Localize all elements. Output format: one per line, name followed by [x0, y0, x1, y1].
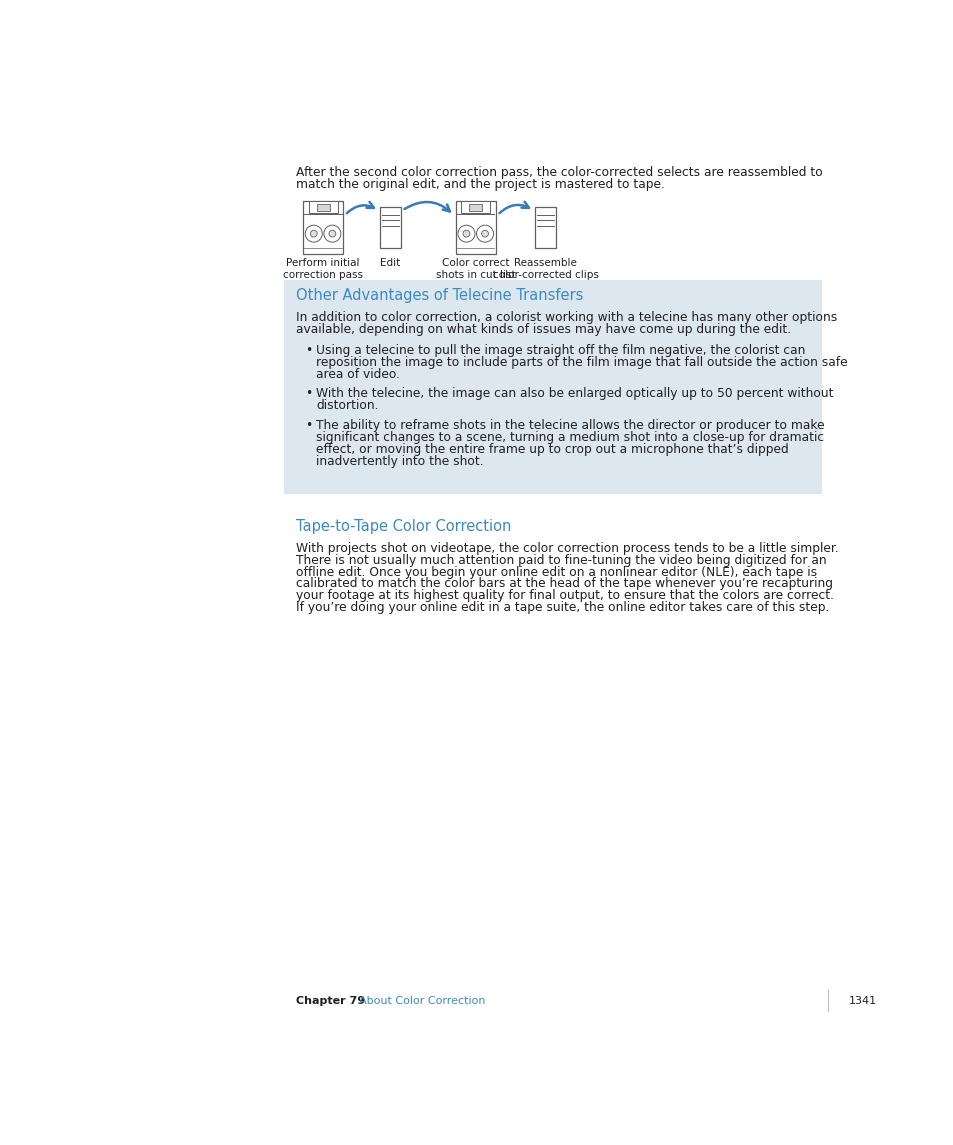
Bar	[308, 202, 337, 213]
Text: In addition to color correction, a colorist working with a telecine has many oth: In addition to color correction, a color…	[295, 310, 837, 324]
Circle shape	[310, 230, 316, 237]
Text: The ability to reframe shots in the telecine allows the director or producer to : The ability to reframe shots in the tele…	[315, 419, 823, 432]
Text: •: •	[305, 344, 313, 357]
Text: There is not usually much attention paid to fine-tuning the video being digitize: There is not usually much attention paid…	[295, 553, 825, 567]
Text: With the telecine, the image can also be enlarged optically up to 50 percent wit: With the telecine, the image can also be…	[315, 387, 833, 401]
Bar	[460, 202, 490, 213]
Circle shape	[476, 226, 493, 242]
Text: 1341: 1341	[848, 996, 877, 1006]
Text: After the second color correction pass, the color-corrected selects are reassemb: After the second color correction pass, …	[295, 166, 821, 179]
Circle shape	[481, 230, 488, 237]
Circle shape	[323, 226, 340, 242]
Text: About Color Correction: About Color Correction	[359, 996, 485, 1006]
Text: calibrated to match the color bars at the head of the tape whenever you’re recap: calibrated to match the color bars at th…	[295, 577, 832, 591]
Text: Using a telecine to pull the image straight off the film negative, the colorist : Using a telecine to pull the image strai…	[315, 344, 804, 357]
Circle shape	[329, 230, 335, 237]
Text: Tape-to-Tape Color Correction: Tape-to-Tape Color Correction	[295, 519, 511, 534]
Bar	[303, 202, 343, 254]
Text: offline edit. Once you begin your online edit on a nonlinear editor (NLE), each : offline edit. Once you begin your online…	[295, 566, 816, 578]
Text: reposition the image to include parts of the film image that fall outside the ac: reposition the image to include parts of…	[315, 356, 847, 369]
Text: significant changes to a scene, turning a medium shot into a close-up for dramat: significant changes to a scene, turning …	[315, 431, 823, 444]
Text: effect, or moving the entire frame up to crop out a microphone that’s dipped: effect, or moving the entire frame up to…	[315, 443, 788, 456]
Circle shape	[462, 230, 470, 237]
Text: available, depending on what kinds of issues may have come up during the edit.: available, depending on what kinds of is…	[295, 323, 790, 335]
Text: your footage at its highest quality for final output, to ensure that the colors : your footage at its highest quality for …	[295, 590, 833, 602]
Text: With projects shot on videotape, the color correction process tends to be a litt: With projects shot on videotape, the col…	[295, 542, 838, 554]
Bar	[284, 279, 821, 493]
Text: Other Advantages of Telecine Transfers: Other Advantages of Telecine Transfers	[295, 287, 582, 302]
Text: Reassemble
color-corrected clips: Reassemble color-corrected clips	[492, 259, 598, 279]
Text: •: •	[305, 419, 313, 432]
Text: distortion.: distortion.	[315, 400, 378, 412]
Text: area of video.: area of video.	[315, 368, 399, 380]
Bar	[380, 207, 400, 247]
Bar	[456, 202, 496, 254]
Text: Color correct
shots in cut list: Color correct shots in cut list	[436, 259, 515, 279]
Bar	[535, 207, 555, 247]
Text: Edit: Edit	[380, 259, 400, 268]
Text: inadvertently into the shot.: inadvertently into the shot.	[315, 455, 483, 467]
Bar	[316, 204, 329, 211]
Text: match the original edit, and the project is mastered to tape.: match the original edit, and the project…	[295, 177, 664, 191]
Circle shape	[457, 226, 475, 242]
Text: If you’re doing your online edit in a tape suite, the online editor takes care o: If you’re doing your online edit in a ta…	[295, 601, 828, 615]
Circle shape	[305, 226, 322, 242]
Text: Chapter 79: Chapter 79	[295, 996, 365, 1006]
Bar	[469, 204, 482, 211]
Text: •: •	[305, 387, 313, 401]
Text: Perform initial
correction pass: Perform initial correction pass	[283, 259, 363, 279]
